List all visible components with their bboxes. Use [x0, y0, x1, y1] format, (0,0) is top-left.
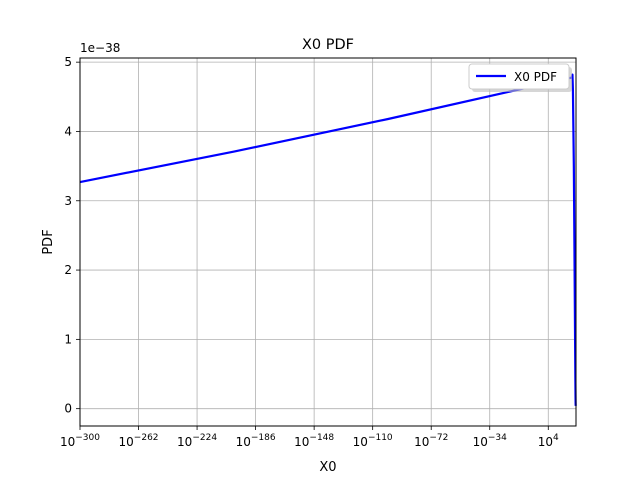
y-tick-label: 5	[64, 55, 72, 69]
chart-title: X0 PDF	[302, 37, 354, 53]
x-tick-label: 10−186	[236, 433, 276, 449]
x-tick-label: 10−34	[473, 433, 508, 449]
plot-background	[80, 58, 576, 426]
x-axis: 10−300 10−262 10−224 10−186 10−148 10−110 10−7…	[60, 426, 559, 449]
x-tick-label: 10−148	[294, 433, 334, 449]
series-line	[79, 73, 577, 406]
y-tick-label: 0	[64, 402, 72, 416]
x-axis-title: X0	[319, 460, 336, 475]
y-tick-label: 1	[64, 332, 72, 346]
y-tick-label: 2	[64, 263, 72, 277]
x-tick-label: 10−300	[60, 433, 100, 449]
y-tick-label: 4	[64, 124, 72, 138]
plot-frame	[79, 57, 577, 427]
x-tick-label: 104	[538, 433, 559, 449]
x-tick-label: 10−224	[177, 433, 217, 449]
series-layer	[79, 73, 577, 406]
legend: X0 PDF	[468, 63, 572, 92]
y-offset-label: 1e−38	[80, 41, 120, 55]
legend-label: X0 PDF	[514, 70, 557, 84]
y-tick-label: 3	[64, 194, 72, 208]
y-axis-title: PDF	[41, 229, 56, 254]
x-tick-label: 10−262	[119, 433, 159, 449]
x-tick-label: 10−110	[353, 433, 393, 449]
y-axis: 0 1 2 3 4 5	[64, 55, 80, 416]
legend-box	[468, 63, 570, 90]
x-tick-label: 10−72	[414, 433, 448, 449]
